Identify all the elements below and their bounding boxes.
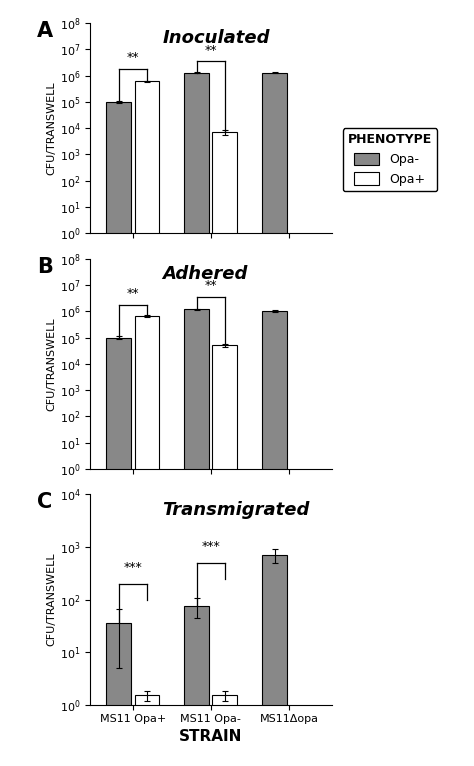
Text: **: ** xyxy=(127,51,139,64)
Bar xyxy=(135,696,159,766)
Bar xyxy=(184,309,210,766)
X-axis label: STRAIN: STRAIN xyxy=(179,728,243,744)
Bar xyxy=(263,311,287,766)
Bar xyxy=(184,73,210,766)
Bar xyxy=(212,133,237,766)
Text: B: B xyxy=(37,257,53,277)
Bar xyxy=(107,338,131,766)
Text: **: ** xyxy=(205,44,217,57)
Text: ***: *** xyxy=(201,541,220,554)
Text: C: C xyxy=(37,493,52,512)
Bar xyxy=(212,696,237,766)
Bar xyxy=(212,345,237,766)
Text: **: ** xyxy=(127,287,139,300)
Bar xyxy=(135,81,159,766)
Y-axis label: CFU/TRANSWELL: CFU/TRANSWELL xyxy=(47,317,57,411)
Text: ***: *** xyxy=(124,561,142,574)
Bar xyxy=(263,73,287,766)
Bar xyxy=(107,102,131,766)
Text: Inoculated: Inoculated xyxy=(163,29,270,47)
Text: Transmigrated: Transmigrated xyxy=(163,501,310,519)
Bar xyxy=(184,606,210,766)
Bar xyxy=(263,555,287,766)
Y-axis label: CFU/TRANSWELL: CFU/TRANSWELL xyxy=(47,81,57,175)
Y-axis label: CFU/TRANSWELL: CFU/TRANSWELL xyxy=(47,553,57,647)
Text: **: ** xyxy=(205,280,217,293)
Bar xyxy=(107,624,131,766)
Text: A: A xyxy=(37,21,53,41)
Text: Adhered: Adhered xyxy=(163,265,248,283)
Legend: Opa-, Opa+: Opa-, Opa+ xyxy=(343,129,437,192)
Bar xyxy=(135,316,159,766)
